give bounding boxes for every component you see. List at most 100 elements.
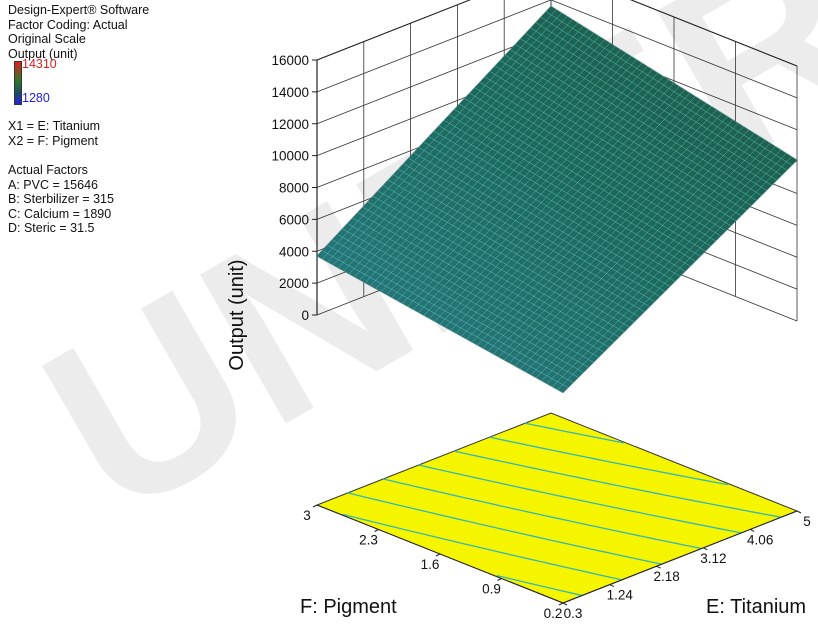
surface-mesh-line	[343, 22, 578, 272]
surface-mesh-line	[327, 12, 562, 263]
color-scale: 14310 1280	[8, 57, 238, 105]
surface-mesh-line	[530, 27, 777, 181]
x1-factor-text: X1 = E: Titanium	[8, 119, 101, 133]
surface-mesh-line	[370, 39, 605, 286]
z-tick-label: 12000	[271, 117, 309, 132]
x-tick-mark	[703, 547, 708, 551]
surface-mesh-line	[407, 62, 643, 307]
surface-mesh-line	[418, 69, 653, 313]
factor-c-text: C: Calcium = 1890	[8, 206, 112, 221]
y-tick-label: 1.6	[421, 557, 440, 572]
contour-plane	[315, 412, 799, 604]
z-tick-label: 8000	[279, 181, 309, 196]
surface-mesh-line	[479, 82, 726, 232]
surface-mesh-line	[439, 82, 675, 325]
surface-mesh-line	[348, 26, 584, 274]
surface-mesh-line	[459, 103, 706, 252]
z-tick-label: 14000	[271, 85, 309, 100]
z-tick-label: 4000	[279, 244, 309, 259]
x-tick-label: 0.3	[564, 606, 583, 621]
y-tick-mark	[312, 504, 318, 508]
surface-mesh-line	[359, 32, 594, 280]
z-tick-label: 6000	[279, 212, 309, 227]
contour-line	[383, 478, 702, 550]
x-tick-label: 4.06	[747, 532, 773, 547]
contour-line	[347, 492, 662, 565]
y-axis-title: F: Pigment	[300, 596, 397, 618]
axis-ticks: 0 2000 4000 6000 8000 10000 12000 14000 16000 0.3…	[271, 53, 810, 621]
surface-mesh-line	[505, 54, 752, 206]
surface-mesh-line	[386, 49, 621, 295]
surface-mesh-line	[429, 76, 664, 319]
contour-line	[453, 450, 782, 518]
y-tick-mark	[374, 529, 379, 532]
x-tick-mark	[562, 602, 568, 606]
contour-line	[418, 464, 742, 534]
factor-b-text: B: Sterbilizer = 315	[8, 192, 114, 206]
z-tick-label: 10000	[271, 149, 309, 164]
scale-text: Original Scale	[8, 32, 86, 46]
x-tick-label: 3.12	[700, 551, 726, 566]
y-tick-mark	[435, 553, 441, 557]
surface-mesh-line	[381, 46, 616, 292]
surface-mesh-line	[520, 38, 767, 191]
x-axis-line	[562, 510, 798, 604]
surface-mesh-line	[449, 114, 696, 262]
z-tick-label: 0	[301, 308, 309, 323]
surface-mesh-line	[338, 19, 573, 269]
surface-mesh-line	[515, 44, 762, 196]
x-tick-label: 2.18	[653, 569, 679, 584]
factor-d-text: D: Steric = 31.5	[8, 221, 95, 235]
surface-mesh-line	[397, 56, 632, 301]
software-title: Design-Expert® Software	[8, 3, 150, 17]
surface-mesh-line	[391, 52, 627, 298]
surface-mesh-line	[535, 22, 782, 176]
surface-mesh-line	[444, 120, 691, 267]
surface-mesh-line	[494, 65, 742, 216]
surface-mesh-line	[402, 59, 637, 304]
response-surface	[316, 5, 798, 394]
z-tick-label: 2000	[279, 276, 309, 291]
z-gridline	[316, 0, 552, 93]
x-tick-label: 1.24	[607, 588, 634, 603]
x-tick-mark	[749, 528, 755, 532]
surface-mesh-line	[434, 79, 669, 322]
surface-mesh-line	[332, 16, 568, 266]
surface-mesh-line	[413, 66, 648, 310]
y-tick-mark	[558, 602, 564, 606]
x2-factor-text: X2 = F: Pigment	[8, 133, 98, 148]
contour-line	[524, 422, 624, 444]
y-tick-label: 0.9	[482, 582, 501, 597]
surface-mesh-line	[438, 125, 686, 272]
y-tick-label: 2.3	[359, 533, 378, 548]
contour-line	[496, 574, 583, 597]
z-tick-label: 16000	[271, 53, 309, 68]
surface-mesh-line	[464, 98, 711, 247]
x-tick-mark	[609, 584, 615, 588]
color-scale-max: 14310	[22, 57, 57, 71]
box-edge	[316, 0, 471, 61]
surface-mesh-line	[474, 87, 721, 237]
contour-line	[489, 436, 728, 486]
x-tick-label: 5	[803, 514, 811, 529]
surface-mesh-line	[354, 29, 589, 277]
actual-factors-title: Actual Factors	[8, 163, 88, 177]
surface-mesh-line	[500, 60, 747, 211]
y-tick-mark	[497, 578, 502, 581]
factor-a-text: A: PVC = 15646	[8, 177, 98, 192]
surface-mesh-line	[540, 16, 787, 171]
x-tick-mark	[796, 510, 802, 514]
surface-mesh-line	[454, 109, 701, 257]
contour-line	[342, 513, 623, 581]
z-gridline	[316, 31, 552, 125]
color-scale-min: 1280	[22, 91, 50, 105]
surface-mesh-line	[469, 92, 716, 242]
surface-mesh-line	[510, 49, 757, 201]
response-name: Output (unit)	[8, 46, 78, 61]
surface-mesh-line	[545, 11, 793, 166]
surface-mesh-line	[375, 42, 610, 289]
info-panel: Design-Expert® Software Factor Coding: A…	[8, 3, 238, 236]
z-axis-title: Output (unit)	[226, 259, 248, 370]
surface-mesh-line	[525, 33, 772, 186]
